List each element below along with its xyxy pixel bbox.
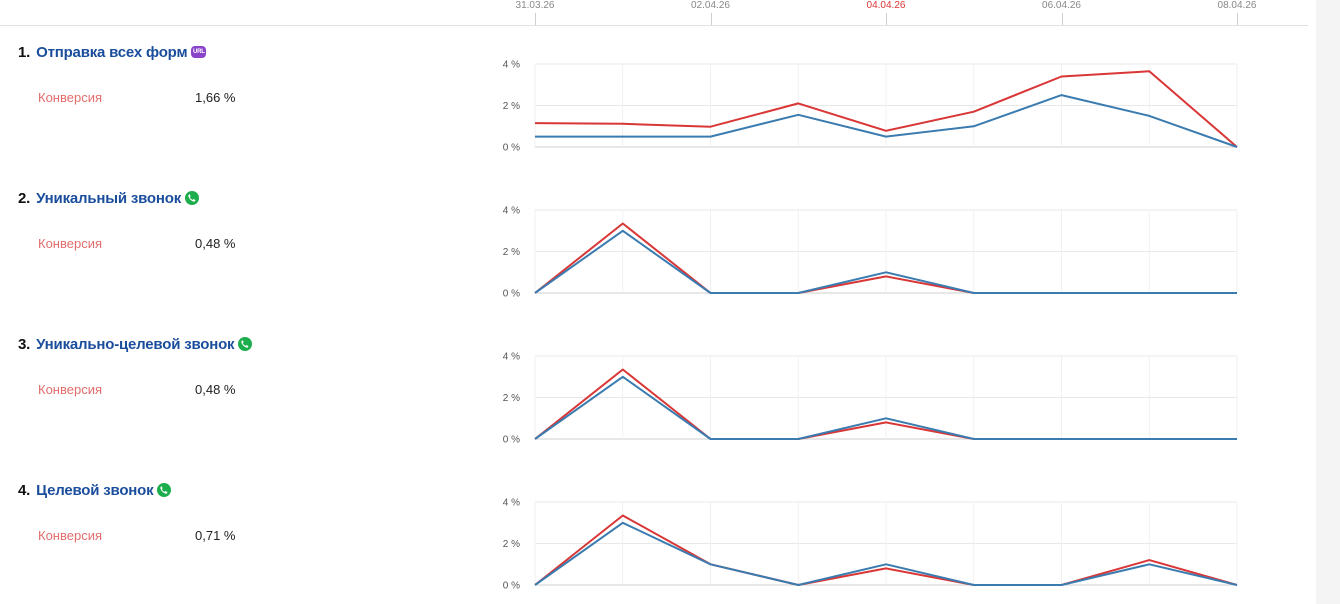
date-axis-tick [1061, 13, 1063, 25]
conversion-label: Конверсия [38, 90, 103, 105]
y-tick-label: 4 % [503, 206, 520, 217]
url-icon: URL [191, 45, 207, 58]
date-axis-label: 08.04.26 [1217, 0, 1257, 11]
goal-name-link[interactable]: Отправка всех форм [36, 44, 188, 61]
goal-title: 3. Уникально-целевой звонок [18, 336, 253, 353]
date-axis-tick [1237, 13, 1238, 25]
conversion-value: 0,48 % [195, 236, 236, 251]
conversion-value: 1,66 % [195, 90, 236, 105]
goal-title: 2. Уникальный звонок [18, 190, 199, 207]
goal-name-link[interactable]: Уникально-целевой звонок [36, 336, 235, 353]
y-tick-label: 4 % [503, 60, 520, 71]
date-axis-label: 31.03.26 [515, 0, 555, 11]
phone-icon [157, 482, 172, 497]
series-line-red[interactable] [534, 70, 1238, 148]
goal-number: 1. [18, 44, 31, 61]
conversion-chart: 0 % 2 % 4 % [503, 352, 1238, 446]
date-axis-label: 02.04.26 [691, 0, 730, 11]
y-tick-label: 2 % [503, 539, 520, 550]
scrollbar-track[interactable] [1316, 0, 1340, 604]
series-line-blue[interactable] [534, 521, 1238, 586]
phone-icon [238, 336, 253, 351]
y-tick-label: 2 % [503, 393, 520, 404]
date-axis-label: 06.04.26 [1042, 0, 1081, 11]
conversion-value: 0,48 % [195, 382, 236, 397]
series-line-blue[interactable] [534, 229, 1237, 294]
y-tick-label: 2 % [503, 247, 520, 258]
conversion-label: Конверсия [38, 528, 103, 543]
goal-number: 4. [18, 482, 31, 499]
conversion-label: Конверсия [38, 236, 103, 251]
goal-row: 3. Уникально-целевой звонок Конверсия 0,… [0, 336, 1300, 476]
goal-row: 4. Целевой звонок Конверсия 0,71 % 0 % 2 … [0, 482, 1300, 604]
y-tick-label: 0 % [503, 581, 520, 592]
series-line-blue[interactable] [535, 94, 1238, 148]
series-line-red[interactable] [534, 514, 1238, 586]
conversion-chart: 0 % 2 % 4 % [503, 206, 1238, 300]
y-tick-label: 0 % [503, 435, 520, 446]
phone-icon [185, 190, 199, 205]
date-axis-label: 04.04.26 [866, 0, 906, 11]
conversion-value: 0,71 % [195, 528, 236, 543]
goal-name-link[interactable]: Уникальный звонок [36, 190, 181, 207]
y-tick-label: 2 % [503, 101, 520, 112]
date-axis-tick [535, 13, 536, 25]
date-axis-tick [886, 13, 887, 25]
goal-title: 4. Целевой звонок [18, 482, 172, 499]
y-tick-label: 4 % [503, 352, 520, 363]
conversion-chart: 0 % 2 % 4 % [503, 498, 1238, 592]
goal-name-link[interactable]: Целевой звонок [36, 482, 154, 499]
goal-row: 2. Уникальный звонок Конверсия 0,48 % 0 … [0, 190, 1300, 330]
goal-number: 2. [18, 190, 31, 207]
y-tick-label: 0 % [503, 289, 520, 300]
y-tick-label: 0 % [503, 143, 520, 154]
conversion-chart: 0 % 2 % 4 % [503, 60, 1238, 154]
y-tick-label: 4 % [503, 498, 520, 509]
goal-number: 3. [18, 336, 31, 353]
goal-title: 1. Отправка всех форм URL [18, 44, 207, 61]
goal-row: 1. Отправка всех форм URL Конверсия 1,66… [0, 44, 1300, 184]
series-line-blue[interactable] [534, 375, 1237, 440]
date-axis-tick [710, 13, 712, 25]
date-axis-divider [0, 25, 1308, 26]
conversion-label: Конверсия [38, 382, 103, 397]
